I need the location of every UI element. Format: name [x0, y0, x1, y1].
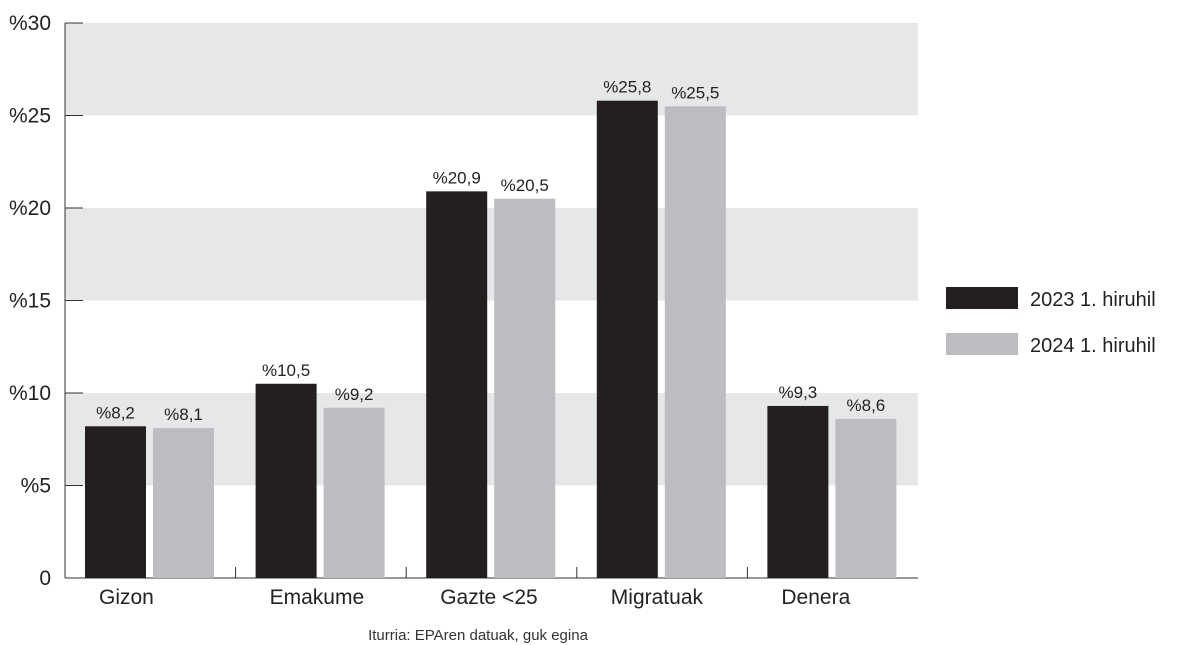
category-label: Gizon: [99, 586, 154, 609]
legend-label-2: 2024 1. hiruhil: [1030, 335, 1156, 357]
data-label: %25,5: [671, 83, 719, 102]
y-tick-label: %5: [21, 475, 51, 498]
category-label: Migratuak: [611, 586, 704, 609]
legend-label-1: 2023 1. hiruhil: [1030, 289, 1156, 311]
bar-1-1: [255, 383, 317, 578]
data-label: %8,2: [96, 403, 135, 422]
bar-1-0: [85, 426, 146, 578]
data-label: %9,2: [335, 385, 374, 404]
data-label: %20,5: [501, 176, 549, 195]
legend-swatch-2: [946, 333, 1018, 355]
band-5: [65, 23, 918, 116]
band-3: [65, 208, 918, 301]
y-tick-label: %20: [9, 197, 51, 220]
source-note: Iturria: EPAren datuak, guk egina: [368, 627, 589, 644]
data-label: %25,8: [603, 78, 651, 97]
y-tick-label: %30: [9, 12, 51, 35]
category-label: Denera: [781, 586, 850, 609]
bar-2-0: [153, 428, 214, 578]
data-label: %8,1: [164, 405, 203, 424]
bars: %8,2 %8,1 %10,5 %9,2 %20,9 %20,5 %25,8 %25,5 %9,…: [85, 78, 897, 578]
bar-2-3: [664, 106, 726, 578]
bar-2-2: [494, 198, 556, 578]
bar-2-1: [323, 407, 385, 578]
bar-1-3: [596, 100, 658, 578]
y-tick-label: %10: [9, 382, 51, 405]
bar-2-4: [835, 418, 897, 578]
data-label: %8,6: [847, 396, 886, 415]
y-tick-label: %25: [9, 105, 51, 128]
y-tick-label: 0: [39, 567, 51, 590]
legend: 2023 1. hiruhil 2024 1. hiruhil: [946, 287, 1156, 357]
bar-1-2: [426, 191, 488, 578]
data-label: %9,3: [779, 383, 818, 402]
legend-swatch-1: [946, 287, 1018, 309]
x-axis: Gizon Emakume Gazte <25 Migratuak Denera: [65, 567, 918, 609]
y-tick-label: %15: [9, 290, 51, 313]
data-label: %10,5: [262, 361, 310, 380]
bar-1-4: [767, 405, 829, 578]
data-label: %20,9: [433, 168, 481, 187]
category-label: Emakume: [270, 586, 365, 609]
category-label: Gazte <25: [440, 586, 537, 609]
y-axis: 0 %5 %10 %15 %20 %25 %30: [9, 12, 83, 590]
